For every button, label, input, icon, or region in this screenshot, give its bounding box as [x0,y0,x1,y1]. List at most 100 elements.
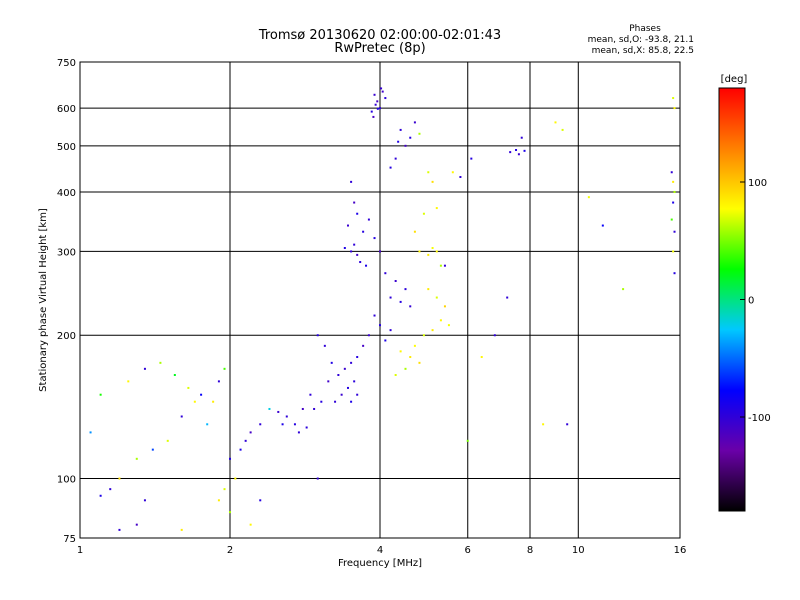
data-point [389,296,392,299]
data-point [523,149,526,152]
data-point [217,380,220,383]
data-point [118,528,121,531]
data-point [404,367,407,370]
colorbar-label: [deg] [721,74,748,85]
data-point [193,400,196,403]
chart-title: Tromsø 20130620 02:00:00-02:01:43 [258,28,501,43]
data-point [384,272,387,275]
data-point [206,423,209,426]
stats-heading: Phases [629,24,661,34]
data-point [223,488,226,491]
data-point [109,488,112,491]
data-point [249,431,252,434]
data-point [373,237,376,240]
data-point [234,477,237,480]
data-point [200,393,203,396]
stats-line-o: mean, sd,O: -93.8, 21.1 [588,35,694,45]
data-point [316,477,319,480]
data-point [127,380,130,383]
data-point [223,367,226,370]
data-point [397,140,400,143]
data-point [362,344,365,347]
data-point [316,334,319,337]
data-point [673,107,676,110]
x-tick-label: 1 [77,545,83,556]
data-point [380,87,383,90]
data-point [343,247,346,250]
x-tick-label: 10 [572,545,585,556]
data-point [367,218,370,221]
data-point [229,457,231,460]
data-point [381,90,384,93]
data-point [135,523,138,526]
data-point [427,288,430,291]
data-point [670,171,673,174]
data-point [435,207,438,210]
colorbar-ticks: 100 0 -100 [740,178,771,424]
data-point [413,121,416,124]
data-point [277,410,280,413]
data-point [346,386,349,389]
data-point [601,224,604,227]
data-point [323,344,326,347]
data-point [672,201,675,204]
data-point [374,103,377,106]
data-point [334,400,337,403]
y-tick-label: 400 [57,188,76,199]
data-point [554,121,557,124]
data-point [409,305,412,308]
data-point [399,128,402,131]
data-point [350,400,353,403]
data-point [180,415,183,418]
data-point [376,100,379,103]
data-point [297,431,300,434]
data-point [399,300,402,303]
data-point [418,132,421,135]
data-point [389,166,392,169]
data-point [159,361,162,364]
data-point [427,253,430,256]
data-point [409,136,412,139]
data-point [281,423,284,426]
data-point [99,494,102,497]
data-point [422,334,425,337]
data-point [118,477,121,480]
data-point [151,448,154,451]
data-point [517,153,520,156]
data-point [418,361,421,364]
data-point [413,230,416,233]
data-point [435,296,438,299]
data-point [451,171,454,174]
x-axis-label: Frequency [MHz] [338,558,422,569]
data-point [217,499,220,502]
colorbar-tick-label: 100 [748,178,767,189]
data-point [305,426,308,429]
data-point [143,367,146,370]
data-point [622,288,625,291]
y-tick-label: 300 [57,247,76,258]
data-point [285,415,288,418]
data-point [493,334,496,337]
data-point [431,329,434,332]
data-point [439,264,442,267]
data-point [350,250,353,253]
data-point [350,361,353,364]
data-point [561,128,564,131]
data-point [229,511,231,514]
data-point [672,180,675,183]
data-point [135,457,138,460]
data-point [353,380,356,383]
data-point [268,407,271,410]
data-point [350,180,353,183]
data-point [353,201,356,204]
data-point [173,374,176,377]
data-point [587,196,590,199]
data-point [249,523,252,526]
data-point [320,400,323,403]
x-tick-label: 8 [527,545,533,556]
data-point [413,344,416,347]
data-point [384,97,387,100]
data-point [470,157,473,160]
data-point [327,380,330,383]
data-point [379,107,381,110]
